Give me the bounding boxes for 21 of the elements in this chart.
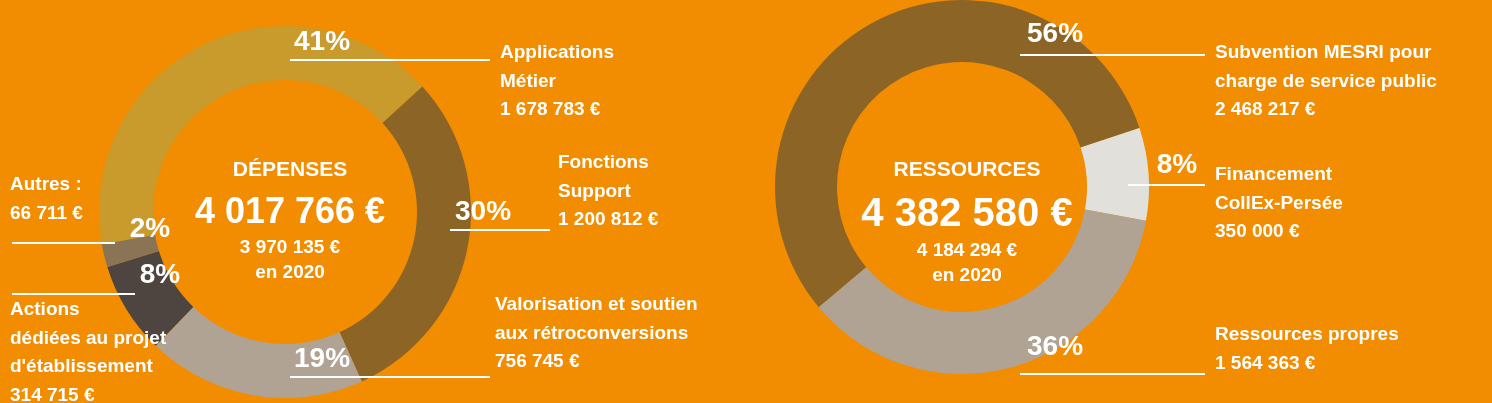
slice-label: Fonctions Support 1 200 812 € xyxy=(558,151,659,229)
slice-label: Applications Métier 1 678 783 € xyxy=(500,41,615,119)
text: 4 017 766 € xyxy=(194,190,386,231)
text: 4 382 580 € xyxy=(861,190,1073,234)
donut-slice xyxy=(1080,127,1149,221)
slice-label: Subvention MESRI pour charge de service public 2 468 217 € xyxy=(1215,41,1438,119)
slice-label: Autres : 66 711 € xyxy=(10,173,84,223)
data-label: 56% xyxy=(1026,17,1084,48)
data-label: 30% xyxy=(454,195,512,226)
text: RESSOURCES xyxy=(893,157,1041,180)
slice-label: Ressources propres 1 564 363 € xyxy=(1215,323,1399,373)
data-label: 19% xyxy=(293,342,351,373)
text: DÉPENSES xyxy=(232,157,348,180)
slice-label: Financement CollEx-Persée 350 000 € xyxy=(1215,163,1343,241)
text: 3 970 135 € en 2020 xyxy=(239,236,341,282)
data-label: 41% xyxy=(293,25,351,56)
text: 4 184 294 € en 2020 xyxy=(916,239,1018,285)
data-label: 2% xyxy=(129,212,171,243)
donut-slice xyxy=(775,0,1140,308)
slice-label: Valorisation et soutien aux rétroconversions 756 745 € xyxy=(495,293,698,371)
data-label: 8% xyxy=(1156,148,1198,179)
